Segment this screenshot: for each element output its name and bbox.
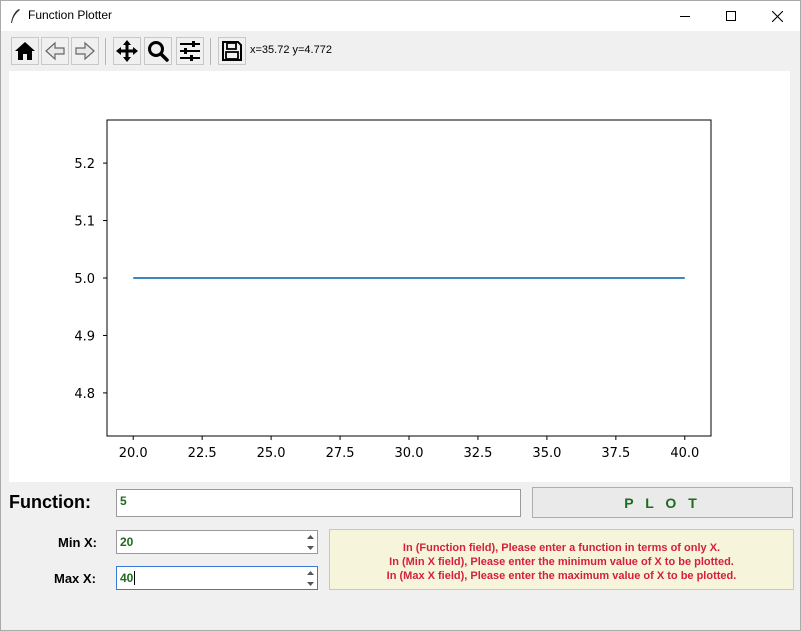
y-tick-label: 4.8 <box>74 387 95 402</box>
feather-app-icon <box>9 8 21 24</box>
text-caret <box>134 571 136 585</box>
x-tick-label: 35.0 <box>532 446 561 461</box>
y-tick-label: 4.9 <box>74 329 95 344</box>
function-label: Function: <box>9 492 91 512</box>
min-x-spin-arrows <box>304 532 316 554</box>
x-tick-label: 22.5 <box>188 446 217 461</box>
spin-up-button[interactable] <box>304 532 316 542</box>
title-bar[interactable]: Function Plotter <box>1 1 800 31</box>
toolbar-separator <box>105 38 106 65</box>
cursor-coordinates: x=35.72 y=4.772 <box>250 44 332 56</box>
toolbar-separator <box>210 38 211 65</box>
spin-up-icon <box>306 535 314 539</box>
instruction-function: In (Function field), Please enter a func… <box>402 542 721 554</box>
plot-button-label: P L O T <box>624 494 701 511</box>
x-tick-label: 32.5 <box>463 446 492 461</box>
spin-down-icon <box>306 546 314 550</box>
x-tick-label: 27.5 <box>326 446 355 461</box>
spin-down-button[interactable] <box>304 579 316 589</box>
x-tick-label: 37.5 <box>601 446 630 461</box>
function-input-value: 5 <box>120 494 127 508</box>
save-button[interactable] <box>218 37 246 65</box>
spin-up-icon <box>306 571 314 575</box>
instructions-box: In (Function field), Please enter a func… <box>329 529 794 590</box>
x-tick-label: 40.0 <box>670 446 699 461</box>
back-button[interactable] <box>41 37 69 65</box>
pan-icon <box>116 40 138 62</box>
save-icon <box>222 41 242 61</box>
zoom-icon <box>148 41 169 62</box>
zoom-button[interactable] <box>144 37 172 65</box>
minimize-icon <box>680 16 690 17</box>
x-tick-label: 20.0 <box>119 446 148 461</box>
plot-toolbar: x=35.72 y=4.772 <box>1 32 800 70</box>
maximize-button[interactable] <box>708 1 754 31</box>
configure-subplots-icon <box>180 41 200 61</box>
forward-icon <box>75 41 95 61</box>
instruction-min-x: In (Min X field), Please enter the minim… <box>389 556 734 568</box>
instruction-max-x: In (Max X field), Please enter the maxim… <box>386 570 737 582</box>
plot-canvas[interactable]: 20.0 22.5 25.0 27.5 30.0 32.5 35.0 37.5 40.0 4.8 4… <box>9 71 790 482</box>
y-tick-label: 5.2 <box>74 157 95 172</box>
plot-button[interactable]: P L O T <box>532 487 793 518</box>
close-icon <box>771 10 783 22</box>
home-button[interactable] <box>11 37 39 65</box>
window-title: Function Plotter <box>28 8 113 22</box>
x-tick-label: 25.0 <box>257 446 286 461</box>
x-tick-label: 30.0 <box>395 446 424 461</box>
max-x-label: Max X: <box>54 571 96 586</box>
back-icon <box>45 41 65 61</box>
max-x-spinbox[interactable]: 40 <box>116 566 318 590</box>
maximize-icon <box>726 11 736 21</box>
min-x-spinbox[interactable]: 20 <box>116 530 318 554</box>
y-tick-label: 5.0 <box>74 272 95 287</box>
spin-down-button[interactable] <box>304 543 316 553</box>
spin-up-button[interactable] <box>304 568 316 578</box>
max-x-value-wrap: 40 <box>120 571 136 585</box>
min-x-value: 20 <box>120 535 134 549</box>
minimize-button[interactable] <box>662 1 708 31</box>
max-x-value: 40 <box>120 571 134 585</box>
home-icon <box>15 42 35 60</box>
y-tick-label: 5.1 <box>74 215 95 230</box>
configure-subplots-button[interactable] <box>176 37 204 65</box>
min-x-label: Min X: <box>58 535 97 550</box>
max-x-spin-arrows <box>304 568 316 590</box>
spin-down-icon <box>306 582 314 586</box>
forward-button[interactable] <box>71 37 99 65</box>
pan-button[interactable] <box>113 37 141 65</box>
function-input[interactable]: 5 <box>116 489 521 517</box>
line-chart: 20.0 22.5 25.0 27.5 30.0 32.5 35.0 37.5 40.0 4.8 4… <box>74 119 712 461</box>
close-button[interactable] <box>754 1 800 31</box>
